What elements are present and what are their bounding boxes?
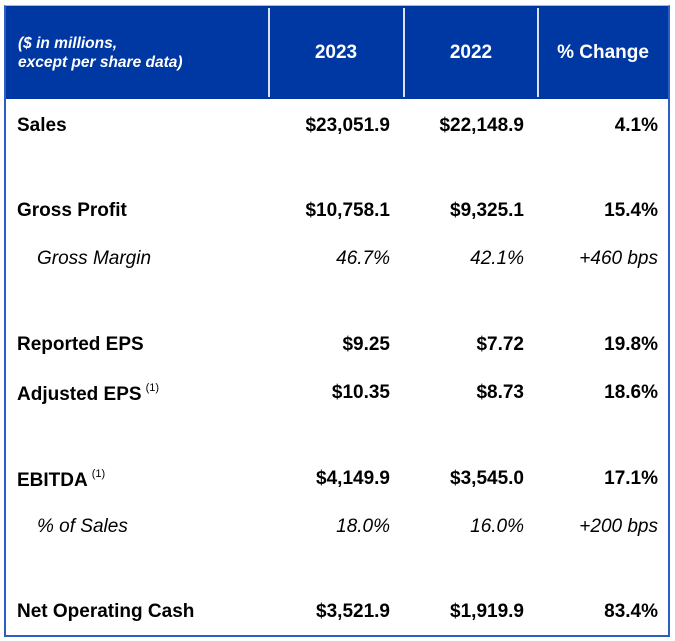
footnote-marker: (1) bbox=[145, 382, 160, 394]
table-header: ($ in millions, except per share data) 2… bbox=[6, 6, 668, 99]
value-2022: 16.0% bbox=[470, 516, 524, 537]
row-label-text: EBITDA bbox=[17, 470, 88, 491]
table-row-gross-margin: Gross Margin 46.7% 42.1% +460 bps bbox=[6, 248, 668, 278]
value-2022: $1,919.9 bbox=[450, 601, 524, 622]
table-row-adjusted-eps: Adjusted EPS (1) $10.35 $8.73 18.6% bbox=[6, 382, 668, 412]
value-2023: $10.35 bbox=[331, 382, 390, 403]
header-2023: 2023 bbox=[314, 41, 358, 63]
table-row-percent-of-sales: % of Sales 18.0% 16.0% +200 bps bbox=[6, 516, 668, 546]
row-label: % of Sales bbox=[37, 516, 128, 537]
row-label: EBITDA (1) bbox=[17, 468, 105, 492]
value-change: 17.1% bbox=[604, 468, 658, 489]
value-change: 83.4% bbox=[604, 601, 658, 622]
header-percent-change: % Change bbox=[557, 41, 649, 63]
table-row-net-operating-cash: Net Operating Cash $3,521.9 $1,919.9 83.… bbox=[6, 601, 668, 631]
column-divider bbox=[268, 8, 270, 97]
value-2022: 42.1% bbox=[470, 248, 524, 269]
row-label-text: Adjusted EPS bbox=[17, 384, 142, 405]
row-label: Gross Profit bbox=[17, 200, 127, 221]
row-label: Reported EPS bbox=[17, 334, 144, 355]
value-2023: $10,758.1 bbox=[305, 200, 390, 221]
value-2022: $3,545.0 bbox=[450, 468, 524, 489]
header-2022: 2022 bbox=[449, 41, 493, 63]
header-units-label: ($ in millions, except per share data) bbox=[18, 6, 268, 99]
value-change: 18.6% bbox=[604, 382, 658, 403]
footnote-marker: (1) bbox=[91, 468, 106, 480]
financial-summary-table: ($ in millions, except per share data) 2… bbox=[4, 5, 670, 637]
column-divider bbox=[403, 8, 405, 97]
value-2022: $22,148.9 bbox=[439, 115, 524, 136]
value-2022: $8.73 bbox=[476, 382, 524, 403]
value-2023: $3,521.9 bbox=[316, 601, 390, 622]
value-2023: $9.25 bbox=[342, 334, 390, 355]
header-units-line2: except per share data) bbox=[18, 53, 183, 71]
value-change: +200 bps bbox=[579, 516, 658, 537]
value-change: +460 bps bbox=[579, 248, 658, 269]
value-2023: 46.7% bbox=[336, 248, 390, 269]
row-label: Sales bbox=[17, 115, 67, 136]
table-row-sales: Sales $23,051.9 $22,148.9 4.1% bbox=[6, 115, 668, 145]
value-2023: $4,149.9 bbox=[316, 468, 390, 489]
value-2023: 18.0% bbox=[336, 516, 390, 537]
table-row-ebitda: EBITDA (1) $4,149.9 $3,545.0 17.1% bbox=[6, 468, 668, 498]
table-row-reported-eps: Reported EPS $9.25 $7.72 19.8% bbox=[6, 334, 668, 364]
row-label: Adjusted EPS (1) bbox=[17, 382, 159, 406]
value-2023: $23,051.9 bbox=[305, 115, 390, 136]
row-label: Net Operating Cash bbox=[17, 601, 195, 622]
column-divider bbox=[537, 8, 539, 97]
value-change: 15.4% bbox=[604, 200, 658, 221]
row-label: Gross Margin bbox=[37, 248, 152, 269]
value-2022: $9,325.1 bbox=[450, 200, 524, 221]
header-units-line1: ($ in millions, bbox=[18, 34, 118, 52]
value-change: 19.8% bbox=[604, 334, 658, 355]
table-row-gross-profit: Gross Profit $10,758.1 $9,325.1 15.4% bbox=[6, 200, 668, 230]
value-2022: $7.72 bbox=[476, 334, 524, 355]
value-change: 4.1% bbox=[614, 115, 658, 136]
